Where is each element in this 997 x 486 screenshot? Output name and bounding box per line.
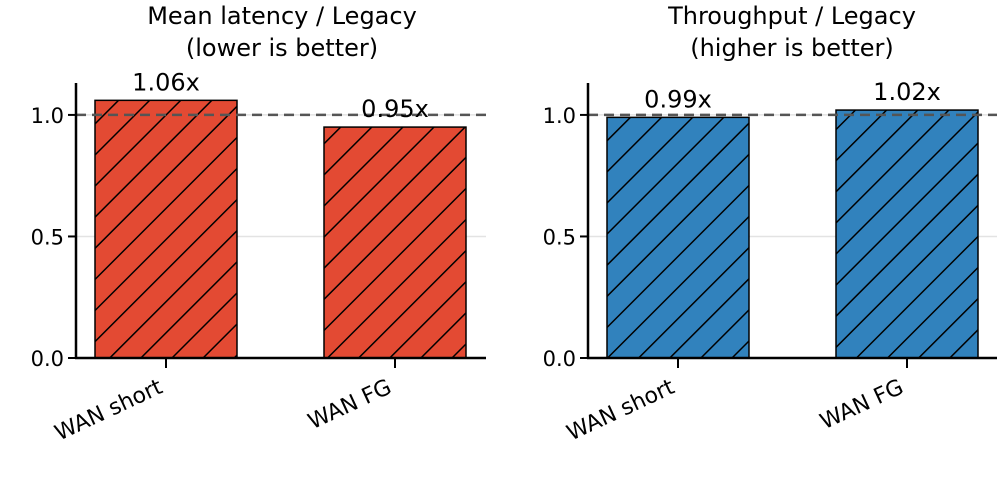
- data-label: 0.99x: [644, 85, 712, 113]
- chart-title-line-1: Mean latency / Legacy: [147, 2, 417, 30]
- x-tick-label: WAN short: [51, 375, 167, 447]
- data-label: 1.06x: [132, 68, 200, 96]
- throughput-plot-area: 0.99x 1.02x 0.0 0.5 1.0 WAN short WAN FG: [543, 78, 997, 446]
- chart-title-line-2: (higher is better): [690, 34, 894, 62]
- y-tick-label: 0.0: [543, 347, 576, 371]
- bar-hatch: [606, 116, 750, 359]
- x-tick-label: WAN short: [563, 375, 679, 447]
- bar-hatch: [835, 109, 979, 359]
- y-tick-label: 1.0: [543, 104, 576, 128]
- latency-plot-area: 1.06x 0.95x 0.0 0.5 1.0 WAN short WAN FG: [31, 68, 486, 446]
- x-tick-label: WAN FG: [305, 375, 396, 435]
- chart-title-line-2: (lower is better): [186, 34, 378, 62]
- latency-panel: Mean latency / Legacy (lower is better) …: [31, 2, 486, 446]
- throughput-panel: Throughput / Legacy (higher is better) 0…: [543, 2, 997, 446]
- y-tick-label: 1.0: [31, 104, 64, 128]
- y-tick-label: 0.5: [543, 225, 576, 249]
- data-label: 0.95x: [361, 95, 429, 123]
- bar-hatch: [323, 126, 467, 359]
- chart-title-line-1: Throughput / Legacy: [667, 2, 916, 30]
- data-label: 1.02x: [873, 78, 941, 106]
- x-tick-label: WAN FG: [817, 375, 908, 435]
- bar-hatch: [94, 99, 238, 359]
- y-tick-label: 0.0: [31, 347, 64, 371]
- y-tick-label: 0.5: [31, 225, 64, 249]
